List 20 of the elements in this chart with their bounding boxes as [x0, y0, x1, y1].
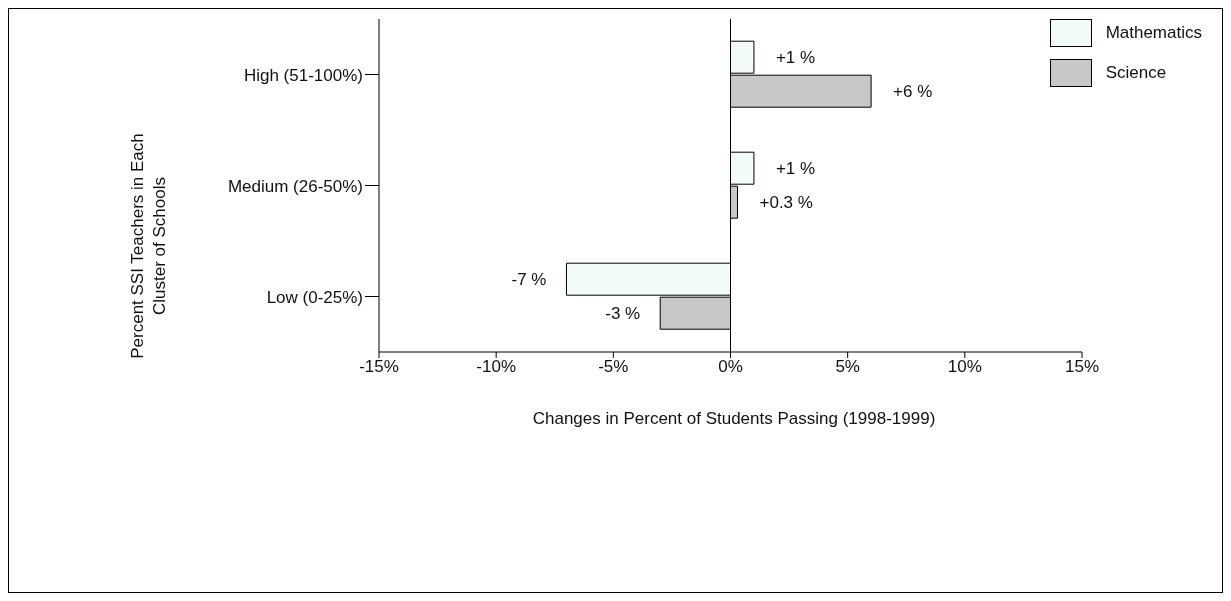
y-tick-label: Low (0-25%): [266, 287, 363, 307]
legend-label: Science: [1105, 63, 1167, 83]
x-tick-label: 5%: [835, 357, 860, 377]
x-tick-label: 0%: [718, 357, 743, 377]
data-label: +1 %: [775, 48, 816, 68]
data-label: -7 %: [511, 270, 547, 290]
y-tick-label: Medium (26-50%): [227, 176, 363, 196]
data-label: +1 %: [775, 159, 816, 179]
x-tick-label: -10%: [476, 357, 517, 377]
y-axis-title: Percent SSI Teachers in Each Cluster of Schools: [127, 132, 170, 361]
x-tick-label: -5%: [598, 357, 629, 377]
y-tick-label: High (51-100%): [243, 65, 363, 85]
x-tick-label: -15%: [359, 357, 399, 377]
legend-label: Mathematics: [1105, 23, 1202, 43]
x-axis-title: Changes in Percent of Students Passing (1998-1999): [531, 409, 937, 429]
data-label: +6 %: [893, 82, 933, 102]
data-label: -3 %: [605, 304, 641, 324]
data-label: +0.3 %: [759, 193, 813, 213]
x-tick-label: 15%: [1064, 357, 1100, 377]
x-tick-label: 10%: [947, 357, 982, 377]
